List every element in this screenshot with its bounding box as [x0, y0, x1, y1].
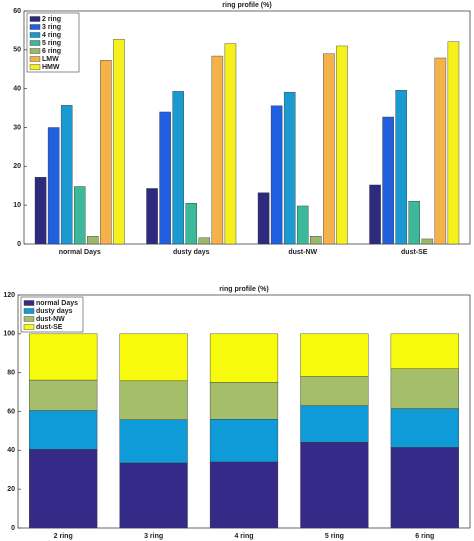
- x-tick-label: dust-SE: [401, 249, 428, 256]
- x-tick-label: normal Days: [59, 249, 101, 256]
- legend-swatch: [29, 16, 41, 22]
- bar: [47, 127, 60, 245]
- x-tick-label: 5 ring: [325, 533, 344, 540]
- legend-swatch: [29, 32, 41, 38]
- legend-swatch: [23, 316, 35, 322]
- bar: [73, 186, 86, 245]
- bar: [382, 116, 394, 245]
- bar-segment: [29, 379, 98, 411]
- x-tick-label: 2 ring: [54, 533, 73, 540]
- legend-label: 4 ring: [42, 32, 61, 39]
- bar-segment: [390, 368, 459, 409]
- bar: [159, 111, 171, 245]
- y-tick-label: 80: [7, 370, 15, 377]
- chart-title: ring profile (%): [219, 286, 268, 293]
- x-tick-label: 4 ring: [234, 533, 253, 540]
- legend-label: dust-NW: [36, 316, 65, 323]
- bar-segment: [390, 333, 459, 369]
- legend-label: normal Days: [36, 300, 78, 307]
- legend-swatch: [29, 40, 41, 46]
- bar: [270, 105, 283, 245]
- bar-segment: [209, 461, 279, 529]
- bar-segment: [119, 462, 188, 529]
- bar: [434, 57, 447, 245]
- bar-segment: [300, 333, 369, 377]
- x-tick-label: dusty days: [173, 249, 210, 256]
- bar: [257, 192, 270, 245]
- y-tick-label: 60: [7, 408, 15, 415]
- bar-segment: [119, 380, 188, 420]
- bar: [296, 205, 309, 245]
- legend-label: dust-SE: [36, 324, 63, 331]
- bar-segment: [29, 410, 98, 450]
- legend-label: 3 ring: [42, 24, 61, 31]
- bar-segment: [209, 382, 279, 420]
- bar: [408, 201, 421, 245]
- bar-segment: [390, 447, 459, 529]
- y-tick-label: 40: [13, 86, 21, 93]
- bar: [447, 41, 460, 245]
- bar: [211, 55, 224, 245]
- bar-segment: [300, 441, 369, 529]
- bar: [34, 177, 47, 245]
- bar: [395, 90, 407, 245]
- bar-segment: [209, 419, 279, 463]
- bar-segment: [29, 333, 98, 381]
- y-tick-label: 20: [7, 486, 15, 493]
- y-tick-label: 0: [11, 525, 15, 532]
- bar: [310, 236, 322, 245]
- bar: [323, 53, 335, 245]
- y-tick-label: 10: [13, 202, 21, 209]
- x-tick-label: 6 ring: [415, 533, 434, 540]
- legend-label: dusty days: [36, 308, 73, 315]
- y-tick-label: 40: [7, 447, 15, 454]
- bar: [283, 91, 296, 245]
- y-tick-label: 120: [3, 292, 15, 299]
- bar: [421, 238, 434, 245]
- bar-segment: [390, 408, 459, 448]
- y-tick-label: 0: [17, 241, 21, 248]
- bar: [87, 236, 99, 245]
- legend-swatch: [23, 324, 35, 330]
- y-tick-label: 30: [13, 124, 21, 131]
- chart-title: ring profile (%): [222, 2, 271, 9]
- legend-label: 5 ring: [42, 40, 61, 47]
- bar-segment: [119, 333, 188, 382]
- legend-label: 6 ring: [42, 48, 61, 55]
- legend-swatch: [29, 48, 41, 54]
- bar: [369, 184, 381, 245]
- legend-swatch: [29, 64, 41, 70]
- bar-segment: [209, 333, 279, 383]
- y-tick-label: 50: [13, 47, 21, 54]
- bar-segment: [300, 405, 369, 443]
- bar: [224, 43, 237, 245]
- y-tick-label: 60: [13, 8, 21, 15]
- bar: [113, 39, 125, 245]
- legend-swatch: [23, 308, 35, 314]
- bar: [198, 237, 211, 245]
- legend-swatch: [23, 300, 35, 306]
- x-tick-label: 3 ring: [144, 533, 163, 540]
- bar-segment: [29, 449, 98, 529]
- legend-swatch: [29, 24, 41, 30]
- bar: [60, 105, 73, 245]
- bar-segment: [300, 376, 369, 406]
- legend-label: HMW: [42, 64, 60, 71]
- legend-label: 2 ring: [42, 16, 61, 23]
- y-tick-label: 20: [13, 163, 21, 170]
- bar-segment: [119, 419, 188, 464]
- bar: [185, 203, 198, 245]
- legend-swatch: [29, 56, 41, 62]
- legend-label: LMW: [42, 56, 59, 63]
- bar: [336, 45, 348, 245]
- y-tick-label: 100: [3, 331, 15, 338]
- x-tick-label: dust-NW: [288, 249, 317, 256]
- bar: [146, 188, 158, 245]
- bar: [100, 60, 112, 245]
- bar: [172, 91, 184, 245]
